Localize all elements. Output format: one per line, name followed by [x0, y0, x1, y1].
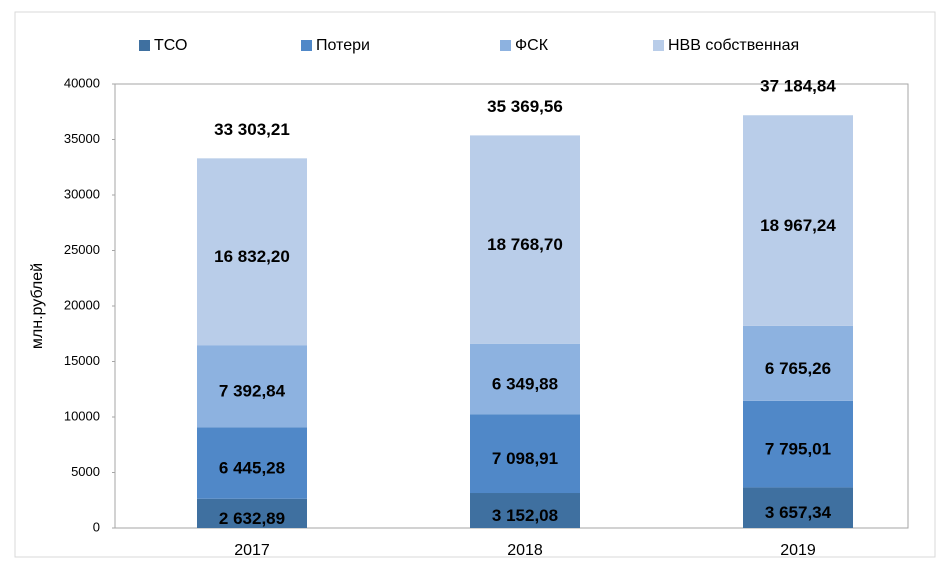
bar-segment [743, 325, 853, 401]
y-tick-label: 15000 [64, 353, 100, 368]
total-label: 33 303,21 [214, 120, 290, 139]
y-tick-label: 30000 [64, 186, 100, 201]
bar-segment [743, 487, 853, 528]
total-label: 37 184,84 [760, 77, 836, 96]
value-label: 18 967,24 [760, 216, 836, 235]
bar-segment [743, 400, 853, 488]
bar-segment [743, 115, 853, 326]
bar-segment [197, 158, 307, 346]
value-label: 7 795,01 [765, 440, 831, 459]
x-tick-label: 2017 [234, 542, 270, 559]
total-label: 35 369,56 [487, 97, 563, 116]
value-label: 6 349,88 [492, 374, 558, 393]
legend-swatch [653, 40, 664, 51]
value-label: 3 657,34 [765, 503, 832, 522]
bar-segment [197, 345, 307, 428]
value-label: 6 445,28 [219, 458, 285, 477]
x-tick-label: 2018 [507, 542, 543, 559]
value-label: 7 392,84 [219, 382, 286, 401]
legend-label: ТСО [154, 37, 187, 54]
y-tick-label: 20000 [64, 297, 100, 312]
value-label: 16 832,20 [214, 247, 290, 266]
y-tick-label: 40000 [64, 75, 100, 90]
y-tick-label: 0 [93, 519, 100, 534]
legend-swatch [301, 40, 312, 51]
value-label: 3 152,08 [492, 506, 558, 525]
bar-segment [197, 498, 307, 528]
value-label: 6 765,26 [765, 359, 831, 378]
bar-segment [470, 414, 580, 494]
legend-swatch [500, 40, 511, 51]
y-axis-label: млн.рублей [29, 263, 46, 349]
legend-swatch [139, 40, 150, 51]
value-label: 2 632,89 [219, 509, 285, 528]
legend-label: Потери [316, 37, 370, 54]
legend-label: НВВ собственная [668, 37, 799, 54]
y-tick-label: 25000 [64, 242, 100, 257]
bar-segment [470, 135, 580, 344]
legend-label: ФСК [515, 37, 549, 54]
y-tick-label: 10000 [64, 408, 100, 423]
x-tick-label: 2019 [780, 542, 816, 559]
y-tick-label: 35000 [64, 131, 100, 146]
bar-segment [470, 343, 580, 415]
bar-segment [470, 493, 580, 528]
bar-segment [197, 427, 307, 499]
value-label: 18 768,70 [487, 235, 563, 254]
y-tick-label: 5000 [71, 464, 100, 479]
chart-border [14, 11, 936, 558]
value-label: 7 098,91 [492, 449, 558, 468]
